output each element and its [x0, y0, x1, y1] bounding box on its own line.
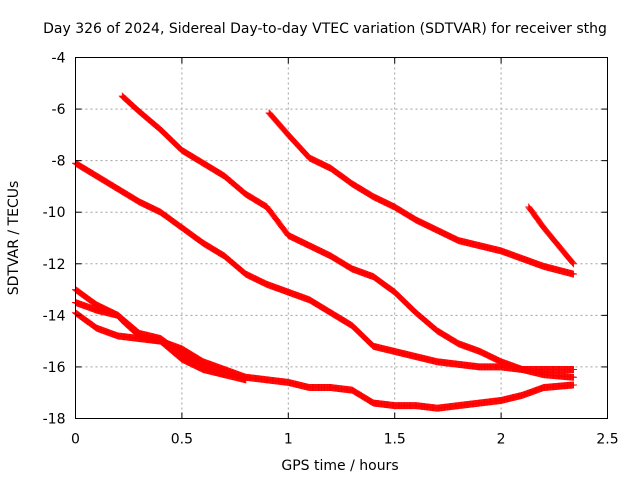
grid-lines [75, 57, 608, 419]
x-axis-label: GPS time / hours [281, 458, 398, 474]
x-tick-label: 0.5 [171, 432, 193, 448]
x-tick-labels: 0 0.5 1 1.5 2 2.5 [71, 432, 619, 448]
y-tick-label: -18 [43, 412, 66, 428]
y-tick-label: -14 [43, 308, 66, 324]
y-tick-label: -6 [52, 102, 66, 118]
x-tick-label: 1.5 [384, 432, 406, 448]
series-arc-a [118, 92, 577, 381]
x-tick-label: 2.5 [596, 432, 618, 448]
y-tick-labels: -18 -16 -14 -12 -10 -8 -6 -4 [43, 51, 66, 428]
x-tick-label: 0 [71, 432, 80, 448]
x-tick-label: 1 [284, 432, 293, 448]
data-point [569, 373, 577, 381]
series-arc-d [72, 159, 577, 374]
x-tick-label: 2 [497, 432, 506, 448]
series-arc-g [72, 309, 228, 379]
chart-title: Day 326 of 2024, Sidereal Day-to-day VTE… [43, 21, 607, 37]
data-point [220, 371, 228, 379]
series-arc-b [265, 109, 577, 278]
series-arc-c [525, 203, 577, 268]
y-axis-label: SDTVAR / TECUs [6, 181, 22, 296]
data-point [569, 270, 577, 278]
data-point [242, 376, 250, 384]
y-tick-label: -4 [52, 51, 66, 67]
data-point [569, 259, 577, 267]
plot-frame [75, 57, 608, 419]
y-tick-label: -16 [43, 360, 66, 376]
y-tick-label: -8 [52, 154, 66, 170]
data-point [569, 381, 577, 389]
axis-ticks [75, 57, 608, 419]
y-tick-label: -12 [43, 257, 66, 273]
data-point [569, 366, 577, 374]
data-series [72, 92, 577, 412]
data-point [569, 260, 577, 268]
y-tick-label: -10 [43, 205, 66, 221]
